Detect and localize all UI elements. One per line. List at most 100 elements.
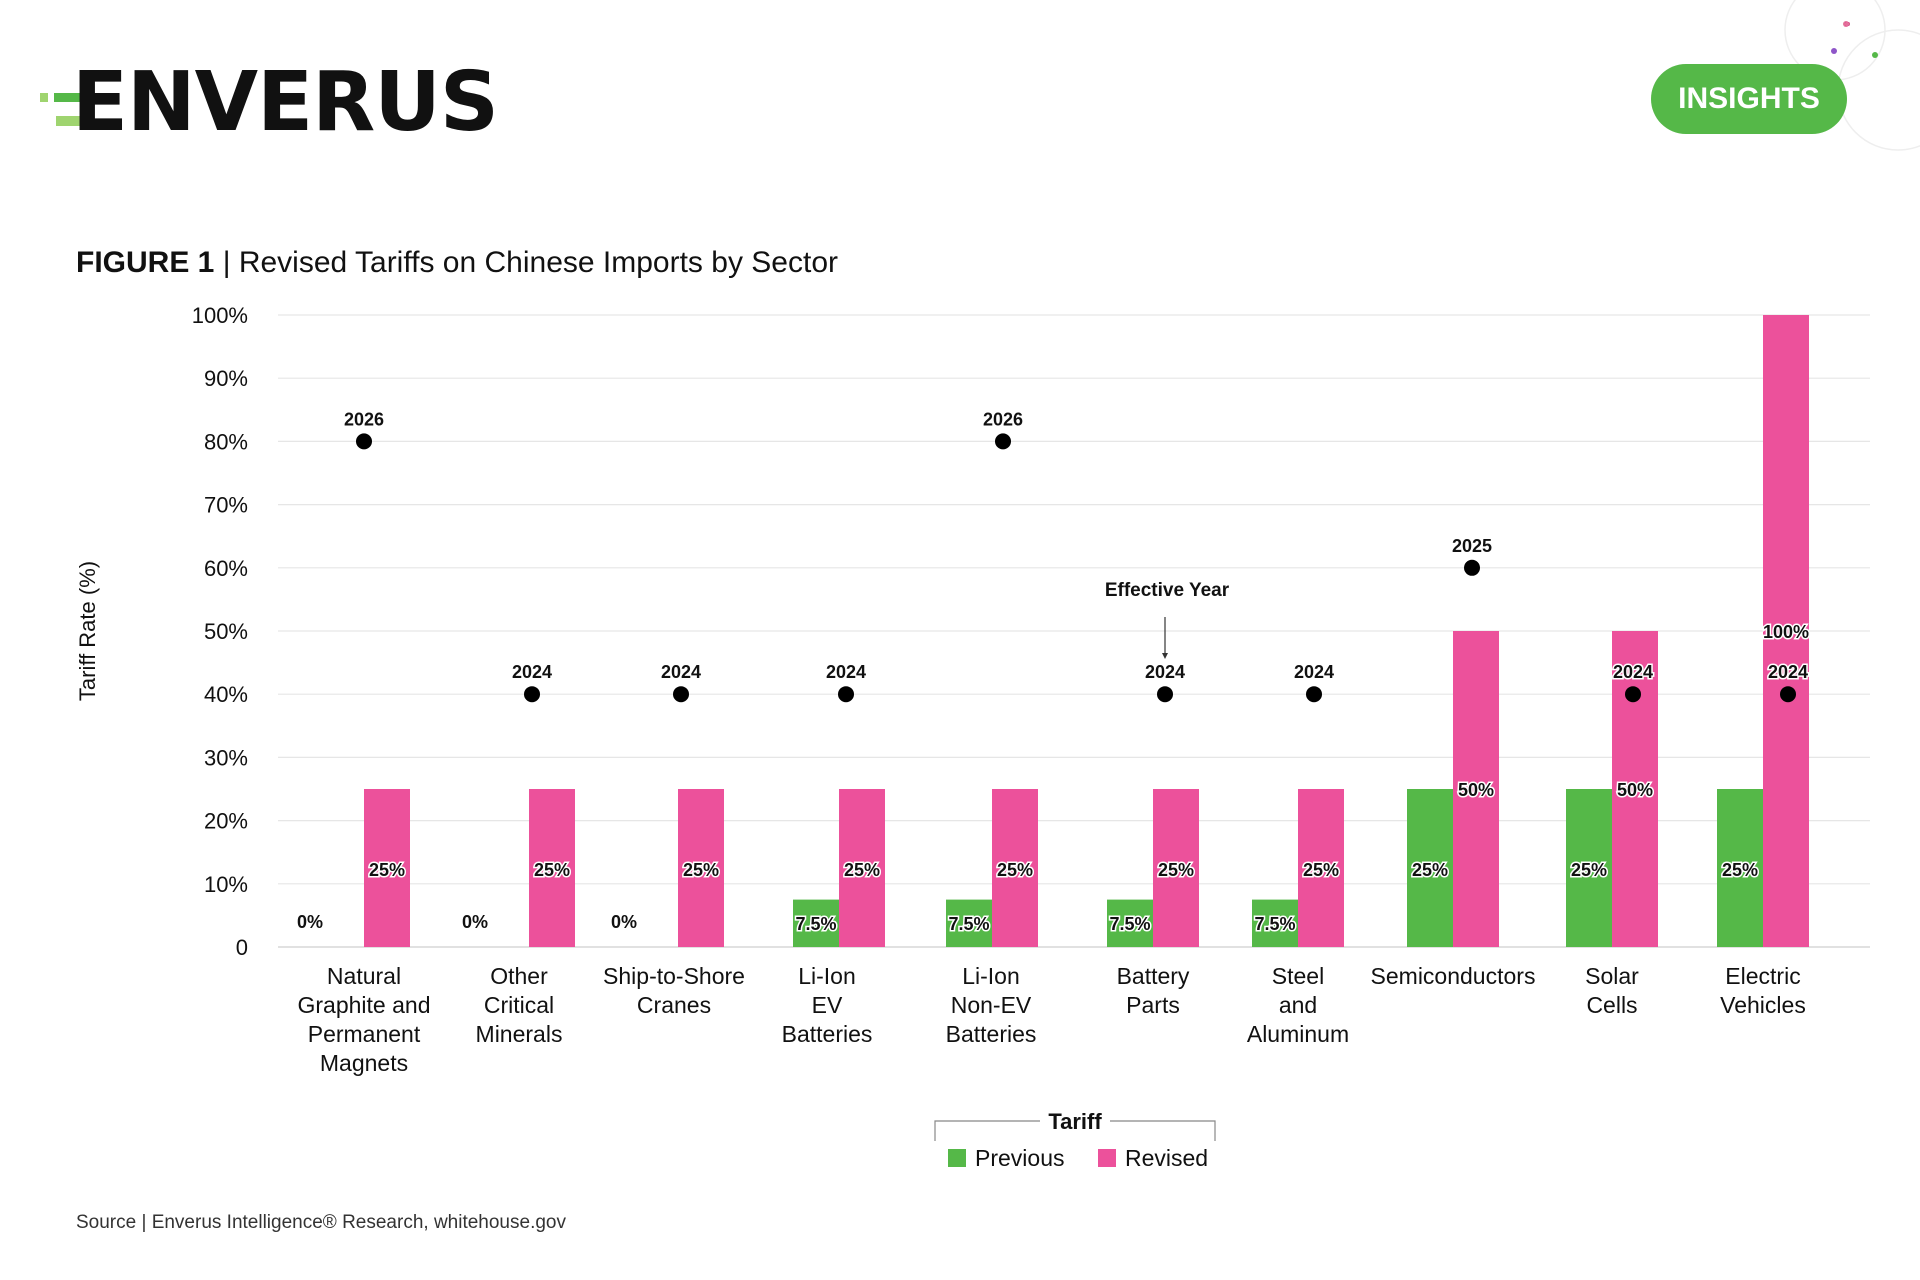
bar-previous bbox=[1407, 789, 1453, 947]
data-label-previous: 7.5% bbox=[1254, 914, 1295, 934]
data-label-revised: 25% bbox=[1303, 860, 1339, 880]
bar-previous bbox=[1717, 789, 1763, 947]
y-tick-label: 100% bbox=[192, 303, 248, 328]
category-label-line: Ship-to-Shore bbox=[603, 963, 745, 989]
effective-year-marker bbox=[1625, 686, 1641, 703]
data-label-revised: 25% bbox=[997, 860, 1033, 880]
data-label-revised: 25% bbox=[1158, 860, 1194, 880]
effective-year-marker bbox=[524, 686, 540, 703]
category-label-line: Minerals bbox=[476, 1021, 563, 1047]
category-label-line: EV bbox=[812, 992, 843, 1018]
y-tick-label: 10% bbox=[204, 872, 248, 897]
category-label-line: Battery bbox=[1117, 963, 1190, 989]
legend-title: Tariff bbox=[1048, 1109, 1102, 1134]
category-label-line: Li-Ion bbox=[798, 963, 856, 989]
category-label-line: Parts bbox=[1126, 992, 1180, 1018]
legend: Tariff Previous Revised bbox=[934, 1109, 1216, 1171]
category-label-line: Solar bbox=[1585, 963, 1639, 989]
bar-revised bbox=[1612, 631, 1658, 947]
y-tick-label: 90% bbox=[204, 366, 248, 391]
legend-label-previous: Previous bbox=[975, 1145, 1064, 1171]
bar-previous bbox=[1566, 789, 1612, 947]
y-tick-label: 80% bbox=[204, 429, 248, 454]
y-axis-label: Tariff Rate (%) bbox=[75, 561, 100, 701]
category-label-line: Critical bbox=[484, 992, 554, 1018]
y-tick-label: 20% bbox=[204, 809, 248, 834]
bar-revised bbox=[364, 789, 410, 947]
data-label-previous: 0% bbox=[611, 912, 637, 932]
bar-revised bbox=[1453, 631, 1499, 947]
figure-title: FIGURE 1 | Revised Tariffs on Chinese Im… bbox=[76, 246, 838, 280]
category-label-line: Permanent bbox=[308, 1021, 421, 1047]
effective-year-label: 2024 bbox=[661, 662, 701, 682]
effective-year-marker bbox=[838, 686, 854, 703]
effective-year-marker bbox=[1157, 686, 1173, 703]
data-label-previous: 25% bbox=[1412, 860, 1448, 880]
category-label: Battery Parts bbox=[1117, 963, 1190, 1018]
category-label-line: Vehicles bbox=[1720, 992, 1806, 1018]
figure-label: FIGURE 1 bbox=[76, 246, 215, 279]
insights-button[interactable]: INSIGHTS bbox=[1651, 64, 1847, 134]
category-label-line: Electric bbox=[1725, 963, 1800, 989]
figure-title-text: Revised Tariffs on Chinese Imports by Se… bbox=[238, 246, 838, 279]
data-label-revised: 25% bbox=[534, 860, 570, 880]
bar-previous bbox=[946, 899, 992, 947]
effective-year-marker bbox=[356, 433, 372, 450]
y-tick-label: 40% bbox=[204, 682, 248, 707]
effective-year-marker bbox=[1306, 686, 1322, 703]
category-label-line: Aluminum bbox=[1247, 1021, 1349, 1047]
bar-previous bbox=[1252, 899, 1298, 947]
data-label-revised: 25% bbox=[844, 860, 880, 880]
data-label-previous: 7.5% bbox=[795, 914, 836, 934]
bar-revised bbox=[839, 789, 885, 947]
legend-title-bg bbox=[1040, 1110, 1110, 1132]
y-tick-label: 50% bbox=[204, 619, 248, 644]
data-label-previous: 25% bbox=[1571, 860, 1607, 880]
category-label-line: Steel bbox=[1272, 963, 1324, 989]
data-label-revised: 50% bbox=[1458, 780, 1494, 800]
category-label: Ship-to-Shore Cranes bbox=[603, 963, 745, 1018]
effective-year-label: 2024 bbox=[1145, 662, 1185, 682]
data-label-revised: 50% bbox=[1617, 780, 1653, 800]
effective-year-label: 2024 bbox=[1768, 662, 1808, 682]
category-label-line: and bbox=[1279, 992, 1317, 1018]
effective-year-marker bbox=[1464, 559, 1480, 576]
category-label: Solar Cells bbox=[1585, 963, 1639, 1018]
category-label-line: Li-Ion bbox=[962, 963, 1020, 989]
category-label: Steel and Aluminum bbox=[1247, 963, 1349, 1047]
effective-year-label: 2026 bbox=[344, 409, 384, 429]
y-tick-label: 60% bbox=[204, 556, 248, 581]
legend-label-revised: Revised bbox=[1125, 1145, 1208, 1171]
bar-revised bbox=[992, 789, 1038, 947]
data-label-revised: 25% bbox=[683, 860, 719, 880]
data-label-revised: 25% bbox=[369, 860, 405, 880]
enverus-logo: ENVERUS bbox=[40, 58, 499, 148]
bar-revised bbox=[1763, 315, 1809, 947]
data-label-revised: 100% bbox=[1763, 622, 1809, 642]
y-tick-label: 0 bbox=[236, 935, 248, 960]
category-label-line: Magnets bbox=[320, 1050, 408, 1076]
category-label: Li-Ion Non-EV Batteries bbox=[946, 963, 1037, 1047]
effective-year-label: 2024 bbox=[1294, 662, 1334, 682]
category-label-line: Batteries bbox=[946, 1021, 1037, 1047]
data-label-previous: 7.5% bbox=[948, 914, 989, 934]
bar-revised bbox=[678, 789, 724, 947]
effective-year-label: 2025 bbox=[1452, 536, 1492, 556]
effective-year-label: 2024 bbox=[1613, 662, 1653, 682]
effective-year-marker bbox=[1780, 686, 1796, 703]
category-label-line: Cranes bbox=[637, 992, 711, 1018]
bar-revised bbox=[529, 789, 575, 947]
data-label-previous: 0% bbox=[297, 912, 323, 932]
category-label-line: Natural bbox=[327, 963, 401, 989]
category-label-line: Batteries bbox=[782, 1021, 873, 1047]
y-tick-label: 30% bbox=[204, 745, 248, 770]
data-label-previous: 7.5% bbox=[1109, 914, 1150, 934]
legend-swatch-revised bbox=[1098, 1149, 1116, 1167]
category-label-line: Semiconductors bbox=[1371, 963, 1536, 989]
annotation-arrowhead bbox=[1162, 653, 1168, 659]
source-note: Source | Enverus Intelligence® Research,… bbox=[76, 1212, 566, 1233]
category-label: Li-Ion EV Batteries bbox=[782, 963, 873, 1047]
bar-previous bbox=[1107, 899, 1153, 947]
effective-year-marker bbox=[995, 433, 1011, 450]
